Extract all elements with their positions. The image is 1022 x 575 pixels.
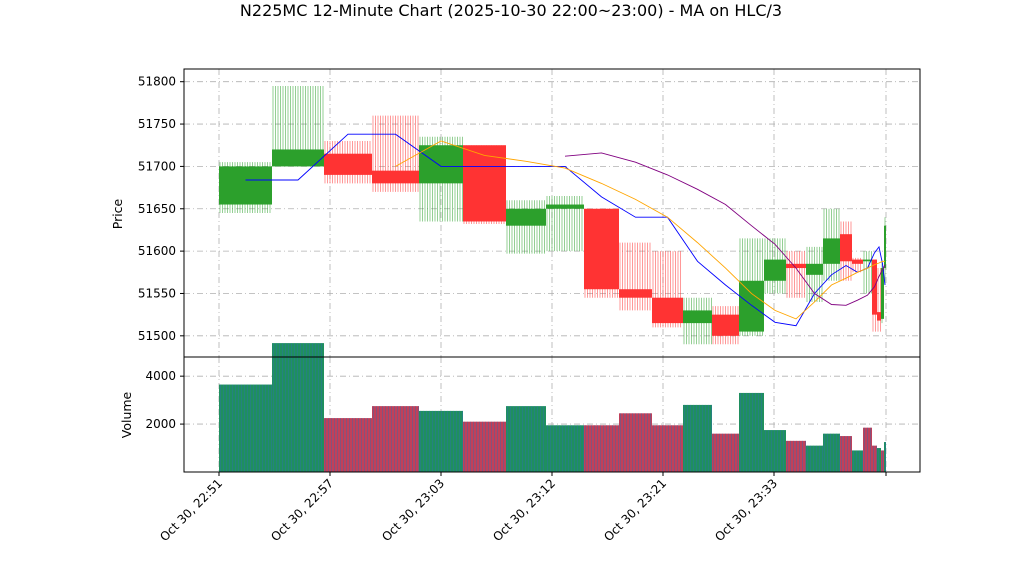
candle bbox=[739, 238, 764, 336]
candle-body bbox=[619, 289, 652, 298]
volume-bar bbox=[419, 410, 463, 472]
candle-body bbox=[840, 234, 852, 262]
volume-bar bbox=[872, 445, 877, 472]
volume-bar bbox=[584, 425, 619, 472]
volume-bar bbox=[823, 433, 840, 472]
volume-bar bbox=[619, 413, 652, 472]
candle-body bbox=[652, 297, 683, 324]
volume-bar bbox=[806, 445, 823, 472]
volume-bar bbox=[786, 440, 806, 472]
candle-body bbox=[739, 280, 764, 332]
volume-tick-label: 4000 bbox=[145, 369, 176, 383]
x-tick-label: Oct 30, 23:03 bbox=[379, 476, 447, 544]
price-tick-label: 51750 bbox=[138, 117, 176, 131]
candle bbox=[683, 297, 712, 345]
volume-bar bbox=[506, 406, 546, 472]
candle-body bbox=[584, 208, 619, 290]
volume-bar bbox=[372, 406, 419, 472]
candle-body bbox=[272, 149, 324, 167]
candle bbox=[823, 208, 840, 281]
x-tick-label: Oct 30, 23:12 bbox=[490, 476, 558, 544]
volume-bar bbox=[683, 404, 712, 472]
candle-body bbox=[463, 145, 506, 222]
price-tick-label: 51600 bbox=[138, 244, 176, 258]
candle-body bbox=[806, 263, 823, 275]
price-tick-label: 51650 bbox=[138, 202, 176, 216]
candle bbox=[712, 306, 739, 345]
x-tick-label: Oct 30, 22:51 bbox=[157, 476, 225, 544]
x-tick-label: Oct 30, 22:57 bbox=[268, 476, 336, 544]
volume-bar bbox=[546, 425, 584, 472]
price-tick-label: 51700 bbox=[138, 159, 176, 173]
volume-bar bbox=[852, 450, 863, 472]
candle bbox=[786, 251, 806, 298]
candle bbox=[840, 221, 852, 281]
chart-title: N225MC 12-Minute Chart (2025-10-30 22:00… bbox=[240, 1, 782, 20]
candle-body bbox=[712, 314, 739, 336]
candle-body bbox=[506, 208, 546, 226]
candle bbox=[764, 238, 786, 294]
volume-axis-label: Volume bbox=[119, 391, 134, 438]
volume-bar bbox=[881, 450, 884, 472]
candle-body bbox=[884, 225, 886, 269]
candle-body bbox=[877, 312, 881, 321]
candle bbox=[506, 200, 546, 254]
candle bbox=[463, 145, 506, 225]
candle-body bbox=[852, 259, 863, 264]
candle bbox=[619, 242, 652, 311]
candle bbox=[546, 196, 584, 252]
volume-bar bbox=[884, 442, 886, 472]
price-tick-label: 51550 bbox=[138, 286, 176, 300]
candle-body bbox=[324, 153, 372, 175]
volume-bar bbox=[764, 430, 786, 472]
candle-body bbox=[863, 259, 872, 262]
volume-bar bbox=[877, 448, 881, 472]
candle bbox=[806, 246, 823, 302]
price-tick-label: 51500 bbox=[138, 329, 176, 343]
volume-bar bbox=[863, 427, 872, 472]
candle bbox=[884, 217, 886, 285]
candle-body bbox=[786, 263, 806, 269]
candle-body bbox=[372, 170, 419, 184]
candle bbox=[863, 251, 872, 294]
volume-bar bbox=[840, 436, 852, 472]
candle bbox=[652, 251, 683, 328]
candle bbox=[584, 208, 619, 298]
candle-body bbox=[683, 310, 712, 324]
candle-body bbox=[219, 166, 272, 205]
candle-body bbox=[546, 204, 584, 209]
price-tick-label: 51800 bbox=[138, 75, 176, 89]
volume-panel: 2000 4000 Volume bbox=[119, 343, 921, 473]
volume-bar bbox=[324, 418, 372, 472]
volume-bar bbox=[219, 384, 272, 472]
price-axis-label: Price bbox=[110, 198, 125, 229]
candle-body bbox=[764, 259, 786, 281]
x-tick-label: Oct 30, 23:33 bbox=[712, 476, 780, 544]
candle bbox=[219, 162, 272, 213]
candle bbox=[272, 85, 324, 167]
volume-bar bbox=[272, 343, 324, 472]
x-axis: Oct 30, 22:51 Oct 30, 22:57 Oct 30, 23:03 O… bbox=[157, 472, 887, 544]
candle bbox=[324, 141, 372, 184]
volume-bar bbox=[463, 421, 506, 472]
candle-body bbox=[419, 145, 463, 184]
price-panel: 51500 51550 51600 51650 51700 51750 51800 Pric… bbox=[110, 68, 921, 358]
candle bbox=[419, 136, 463, 222]
volume-bar bbox=[652, 425, 683, 472]
ma-line bbox=[564, 152, 886, 306]
candle-body bbox=[823, 238, 840, 264]
volume-bar bbox=[712, 433, 739, 472]
x-tick-label: Oct 30, 23:21 bbox=[601, 476, 669, 544]
volume-tick-label: 2000 bbox=[145, 417, 176, 431]
volume-bar bbox=[739, 392, 764, 472]
candle-body bbox=[881, 268, 884, 319]
ma-line bbox=[395, 140, 885, 320]
